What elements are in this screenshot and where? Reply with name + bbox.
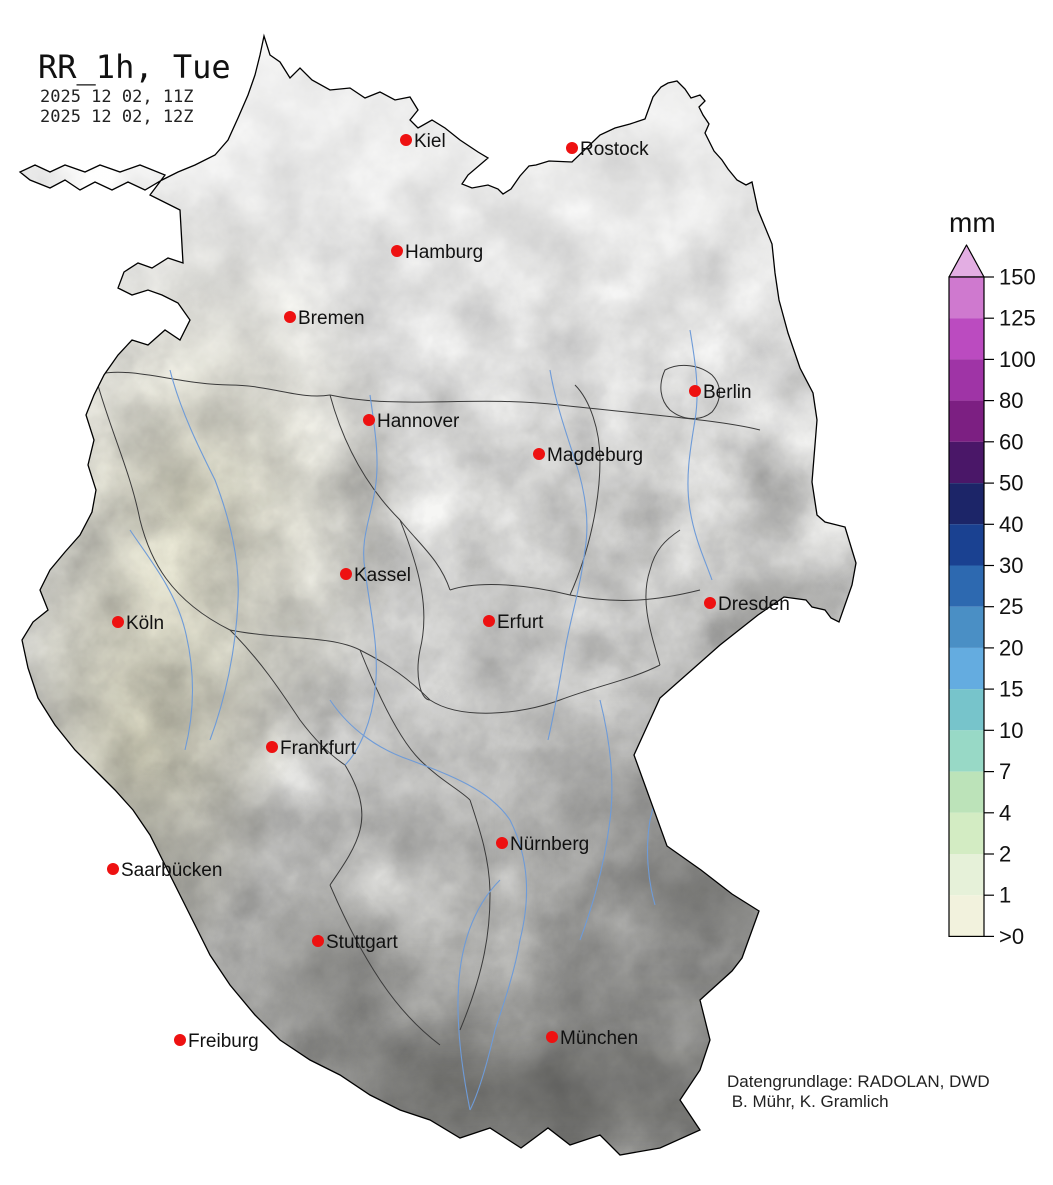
svg-text:Magdeburg: Magdeburg <box>547 445 643 466</box>
svg-text:100: 100 <box>999 347 1036 372</box>
svg-text:80: 80 <box>999 388 1023 413</box>
svg-text:mm: mm <box>949 207 996 238</box>
svg-text:50: 50 <box>999 471 1023 496</box>
svg-text:München: München <box>560 1028 638 1049</box>
svg-text:>0: >0 <box>999 924 1024 949</box>
svg-text:4: 4 <box>999 800 1011 825</box>
svg-text:Erfurt: Erfurt <box>497 612 544 633</box>
svg-text:Bremen: Bremen <box>298 308 365 329</box>
svg-text:150: 150 <box>999 265 1036 290</box>
svg-text:Kiel: Kiel <box>414 131 446 152</box>
svg-text:7: 7 <box>999 759 1011 784</box>
svg-text:Hamburg: Hamburg <box>405 242 483 263</box>
svg-text:Saarbücken: Saarbücken <box>121 860 222 881</box>
svg-text:1: 1 <box>999 883 1011 908</box>
svg-text:10: 10 <box>999 718 1023 743</box>
svg-text:Freiburg: Freiburg <box>188 1031 259 1052</box>
svg-text:60: 60 <box>999 429 1023 454</box>
svg-text:2: 2 <box>999 842 1011 867</box>
svg-text:Nürnberg: Nürnberg <box>510 834 589 855</box>
svg-text:20: 20 <box>999 635 1023 660</box>
svg-text:Kassel: Kassel <box>354 565 411 586</box>
svg-text:Rostock: Rostock <box>580 139 649 160</box>
svg-text:Stuttgart: Stuttgart <box>326 932 399 953</box>
svg-text:Köln: Köln <box>126 613 164 634</box>
svg-text:Frankfurt: Frankfurt <box>280 738 357 759</box>
svg-text:Berlin: Berlin <box>703 382 752 403</box>
svg-text:125: 125 <box>999 306 1036 331</box>
svg-text:Dresden: Dresden <box>718 594 790 615</box>
svg-text:Hannover: Hannover <box>377 411 460 432</box>
svg-text:40: 40 <box>999 512 1023 537</box>
svg-text:25: 25 <box>999 594 1023 619</box>
svg-text:30: 30 <box>999 553 1023 578</box>
svg-text:15: 15 <box>999 677 1023 702</box>
